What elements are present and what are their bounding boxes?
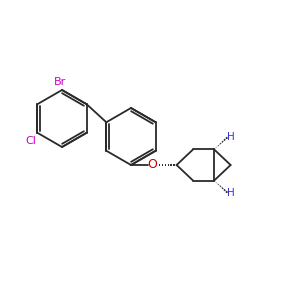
Text: Br: Br — [54, 76, 67, 87]
Text: O: O — [148, 158, 157, 172]
Text: H: H — [227, 131, 234, 142]
Text: H: H — [227, 188, 234, 199]
Text: Cl: Cl — [25, 136, 36, 146]
